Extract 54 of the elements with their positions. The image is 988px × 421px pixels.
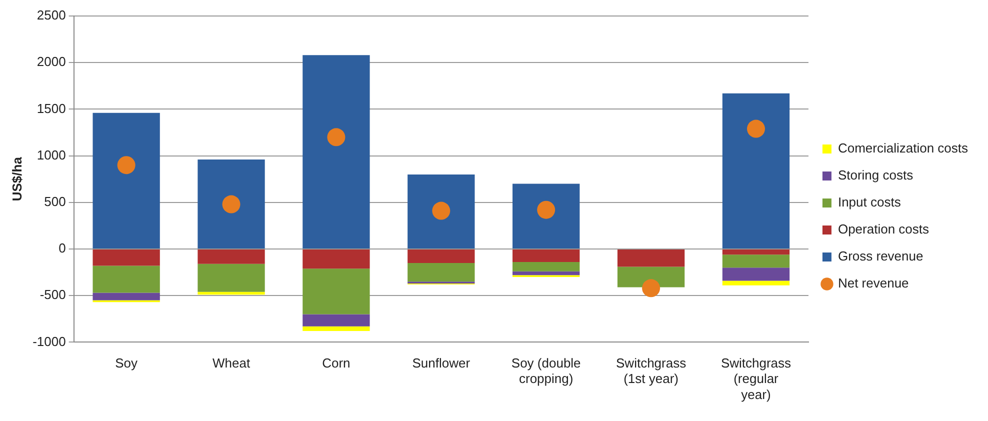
legend-label: Operation costs: [838, 222, 930, 237]
point: [117, 156, 136, 174]
bar: [722, 280, 790, 286]
y-tick-label: -500: [40, 287, 66, 302]
bar: [302, 268, 370, 314]
point: [746, 120, 765, 138]
bar: [302, 250, 370, 269]
bar: [92, 250, 160, 266]
legend-label: Gross revenue: [838, 248, 924, 264]
bar: [512, 250, 580, 262]
point: [222, 195, 240, 214]
bar: [92, 266, 160, 293]
y-tick-label: 2500: [36, 8, 66, 23]
point: [642, 279, 660, 298]
y-tick-label: -1000: [32, 334, 66, 349]
bar: [722, 250, 790, 255]
x-tick-label: Corn: [322, 356, 350, 371]
x-tick-label: Wheat: [212, 356, 250, 371]
y-tick-label: 500: [44, 194, 66, 209]
bar: [722, 254, 790, 268]
bar: [722, 93, 790, 248]
bar: [198, 264, 265, 292]
bar: [302, 55, 370, 248]
legend-label: Input costs: [838, 194, 902, 210]
y-tick-label: 1500: [36, 100, 66, 116]
bar: [302, 326, 370, 332]
bar: [198, 292, 265, 295]
x-tick-label: Soy: [115, 356, 138, 371]
legend-label: Net revenue: [838, 276, 909, 291]
y-tick-label: 2000: [36, 54, 66, 70]
bar: [198, 250, 265, 264]
x-tick-label: Switchgrass (1st year): [616, 356, 687, 386]
x-tick-label: Soy (double cropping): [511, 356, 581, 386]
bar: [408, 262, 475, 282]
x-tick-label: Switchgrass (regular year): [720, 356, 792, 402]
bar: [408, 250, 475, 263]
y-axis-title: US$/ha: [9, 156, 24, 202]
bar: [92, 292, 160, 300]
legend-label: Comercialization costs: [838, 140, 968, 156]
y-tick-label: 0: [58, 240, 66, 256]
bar: [512, 271, 580, 276]
bar: [617, 266, 685, 288]
bar: [92, 112, 160, 248]
legend-label: Storing costs: [838, 168, 914, 183]
y-tick-label: 1000: [36, 147, 66, 162]
bar: [302, 314, 370, 326]
bar: [512, 262, 580, 272]
bar: [617, 250, 685, 267]
bar: [408, 174, 475, 248]
bar: [512, 184, 580, 248]
bar: [198, 160, 265, 248]
point: [327, 128, 346, 146]
bar: [722, 268, 790, 281]
x-tick-label: Sunflower: [412, 356, 471, 371]
